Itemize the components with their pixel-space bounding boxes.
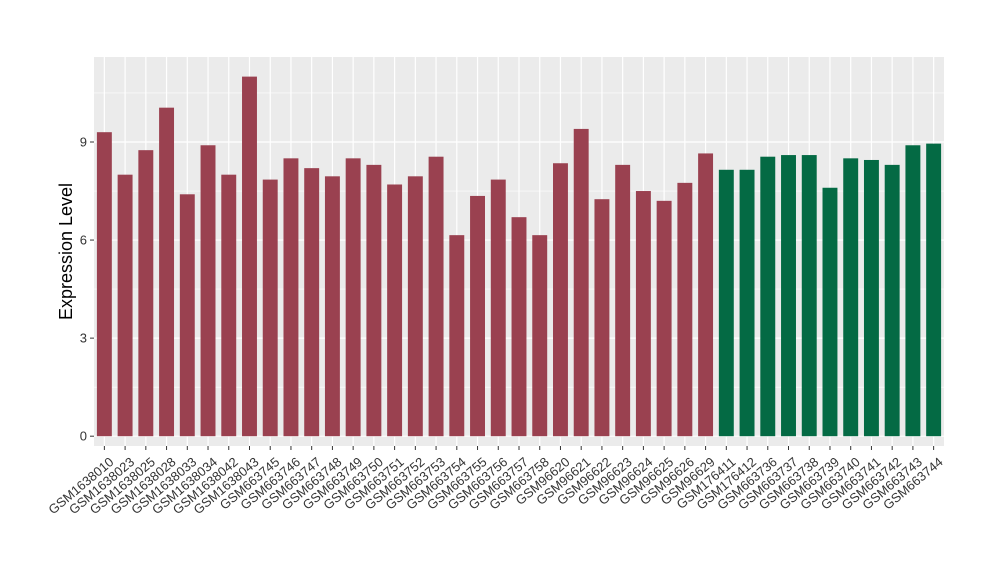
bar bbox=[863, 159, 879, 437]
bar bbox=[117, 174, 133, 437]
y-tick-label: 6 bbox=[80, 233, 87, 248]
bar bbox=[200, 145, 216, 437]
bar bbox=[324, 176, 340, 437]
y-axis: 0 3 6 9 bbox=[80, 134, 94, 444]
bar bbox=[822, 187, 838, 437]
bar bbox=[428, 156, 444, 437]
bar bbox=[801, 155, 817, 437]
y-tick-label: 0 bbox=[80, 429, 87, 444]
bar bbox=[532, 235, 548, 437]
bar bbox=[159, 107, 175, 437]
bar bbox=[843, 158, 859, 437]
bar bbox=[366, 164, 382, 437]
bar bbox=[345, 158, 361, 437]
bar bbox=[698, 153, 714, 437]
y-tick-label: 3 bbox=[80, 331, 87, 346]
bar bbox=[490, 179, 506, 437]
bar bbox=[449, 235, 465, 437]
y-axis-title: Expression Level bbox=[56, 183, 76, 320]
bar bbox=[677, 182, 693, 437]
bar bbox=[407, 176, 423, 437]
bar bbox=[656, 200, 672, 437]
bar bbox=[884, 164, 900, 437]
bar bbox=[781, 155, 796, 437]
bar bbox=[635, 191, 651, 437]
bar bbox=[739, 169, 755, 437]
bar bbox=[283, 158, 299, 437]
bar bbox=[905, 145, 921, 437]
x-axis: GSM1638010GSM1638023GSM1638025GSM1638028… bbox=[45, 446, 946, 517]
bar bbox=[262, 179, 278, 437]
bar bbox=[594, 199, 610, 437]
bar bbox=[718, 169, 734, 437]
bar bbox=[304, 168, 320, 437]
bar bbox=[760, 156, 776, 437]
bar bbox=[615, 164, 631, 437]
bar bbox=[179, 194, 195, 437]
bar bbox=[242, 76, 257, 437]
bar bbox=[221, 174, 237, 437]
y-tick-label: 9 bbox=[80, 134, 87, 149]
bar bbox=[96, 132, 112, 437]
bar bbox=[470, 195, 485, 437]
bar bbox=[387, 184, 403, 437]
bars bbox=[96, 76, 942, 437]
bar bbox=[553, 163, 568, 437]
bar bbox=[138, 150, 154, 437]
bar bbox=[573, 128, 589, 437]
bar bbox=[926, 143, 942, 437]
bar bbox=[511, 217, 527, 437]
